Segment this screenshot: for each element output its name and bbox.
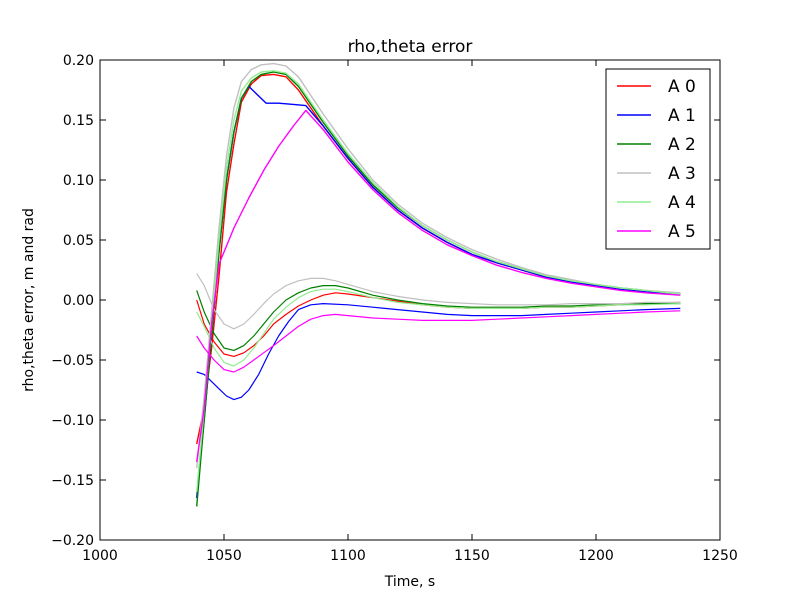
- legend-box: [605, 68, 711, 250]
- series-line-a-1-theta: [196, 303, 681, 401]
- series-line-a-4-theta: [196, 288, 681, 367]
- series-line-a-2-theta: [196, 285, 681, 351]
- x-tick-label: 1000: [82, 548, 118, 564]
- y-tick-label: −0.10: [51, 413, 94, 429]
- y-tick-label: 0.05: [63, 233, 94, 249]
- legend-label-a-1: A 1: [668, 106, 696, 126]
- series-line-a-5-rho: [196, 109, 681, 463]
- y-tick-label: −0.20: [51, 533, 94, 549]
- y-axis-label: rho,theta error, m and rad: [21, 208, 37, 392]
- legend-label-a-3: A 3: [668, 164, 696, 184]
- x-axis-label: Time, s: [384, 574, 435, 590]
- series-line-a-3-rho: [196, 62, 681, 469]
- legend-label-a-4: A 4: [668, 193, 696, 213]
- legend-label-a-2: A 2: [668, 135, 696, 155]
- series-line-a-4-rho: [196, 70, 681, 493]
- series-line-a-3-theta: [196, 273, 681, 330]
- series-layer: [196, 62, 681, 507]
- x-tick-label: 1050: [206, 548, 242, 564]
- legend: A 0 A 1 A 2 A 3 A 4 A 5: [605, 68, 711, 250]
- x-tick-label: 1200: [578, 548, 614, 564]
- y-tick-label: 0.10: [63, 173, 94, 189]
- y-tick-label: 0.00: [63, 293, 94, 309]
- series-line-a-5-theta: [196, 310, 681, 373]
- x-tick-label: 1250: [702, 548, 738, 564]
- chart-title: rho,theta error: [348, 37, 473, 57]
- legend-label-a-5: A 5: [668, 222, 696, 242]
- x-tick-label: 1150: [454, 548, 490, 564]
- x-tick-label: 1100: [330, 548, 366, 564]
- y-tick-label: −0.15: [51, 473, 94, 489]
- y-tick-label: 0.20: [63, 53, 94, 69]
- y-tick-label: 0.15: [63, 113, 94, 129]
- legend-label-a-0: A 0: [668, 77, 696, 97]
- tick-layer: 1000 1050 1100 1150 1200 1250 −0.20 −0.15 −0.10 −…: [51, 53, 738, 564]
- y-tick-label: −0.05: [51, 353, 94, 369]
